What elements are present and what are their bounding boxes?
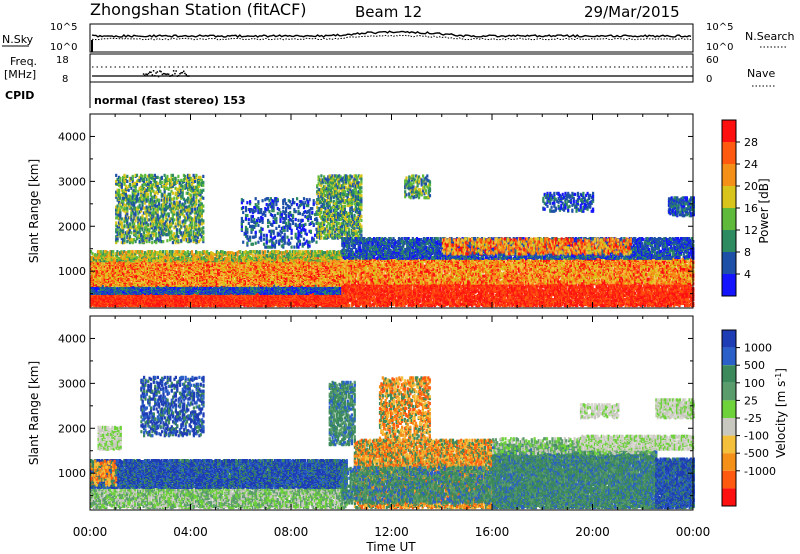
nave-point: [170, 75, 172, 77]
nave-point: [182, 72, 184, 74]
noise-left-tick-top: 10^5: [50, 22, 77, 33]
nave-point: [143, 73, 145, 75]
nave-point: [150, 72, 152, 74]
freq-tick-top: 18: [56, 55, 69, 66]
nave-point: [155, 72, 157, 74]
nave-point: [168, 74, 170, 76]
cpid-text: normal (fast stereo) 153: [94, 94, 246, 107]
nave-point: [175, 70, 177, 72]
nave-point: [188, 75, 190, 77]
nave-point: [186, 74, 188, 76]
power-scatter-cells: [90, 174, 695, 307]
nave-point: [147, 74, 149, 76]
beam-title: Beam 12: [355, 3, 422, 21]
station-title: Zhongshan Station (fitACF): [90, 0, 307, 19]
date-title: 29/Mar/2015: [584, 3, 680, 21]
noise-sky-series: [92, 31, 691, 37]
nave-point: [167, 73, 169, 75]
nave-point: [153, 70, 155, 72]
nave-tick-top: 60: [706, 55, 719, 66]
nave-point: [178, 75, 180, 77]
nave-point: [144, 75, 146, 77]
nave-tick-bottom: 0: [706, 74, 712, 85]
nave-point: [162, 74, 164, 76]
nave-point: [160, 71, 162, 73]
nave-point: [183, 71, 185, 73]
noise-left-tick-bottom: 10^0: [50, 42, 77, 53]
nave-point: [172, 74, 174, 76]
nave-point: [149, 71, 151, 73]
nave-label: Nave: [747, 67, 775, 80]
rti-figure: Zhongshan Station (fitACF) Beam 12 29/Ma…: [0, 0, 800, 554]
nave-point: [152, 74, 154, 76]
cpid-label: CPID: [5, 89, 34, 102]
nave-point: [157, 71, 159, 73]
nave-point: [173, 70, 175, 72]
nave-point: [180, 72, 182, 74]
nave-point: [187, 75, 189, 77]
nave-point: [164, 73, 166, 75]
nave-point: [184, 73, 186, 75]
nave-point: [174, 73, 176, 75]
nave-point: [169, 75, 171, 77]
noise-right-tick-top: 10^5: [706, 22, 733, 33]
noise-search-label: N.Search: [745, 30, 795, 43]
noise-panel-frame: [90, 24, 693, 52]
nave-point: [158, 76, 160, 78]
freq-label-2: [MHz]: [4, 68, 36, 81]
noise-sky-label: N.Sky: [2, 33, 34, 46]
noise-right-tick-bottom: 10^0: [706, 42, 733, 53]
freq-label-1: Freq.: [10, 55, 37, 68]
nave-point: [148, 73, 150, 75]
nave-point: [154, 75, 156, 77]
freq-tick-bottom: 8: [62, 74, 68, 85]
freq-panel-frame: [90, 54, 693, 82]
